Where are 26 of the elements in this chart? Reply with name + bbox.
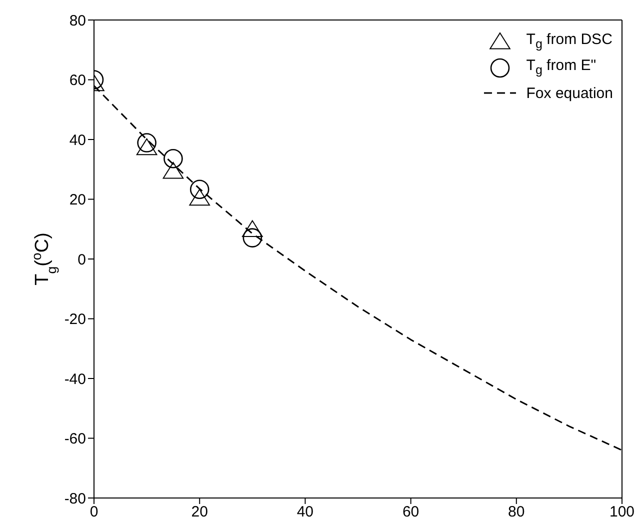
point xyxy=(190,180,210,200)
y-tick-label: -40 xyxy=(64,370,86,388)
y-tick-label: 60 xyxy=(69,72,86,90)
point xyxy=(242,228,262,248)
point xyxy=(164,148,183,168)
y-tick-label: -60 xyxy=(64,430,86,448)
legend-label: T$_{g}$ from E" xyxy=(526,57,596,77)
legend-label: Fox equation xyxy=(526,84,613,102)
point xyxy=(136,138,158,156)
y-tick-label: 20 xyxy=(69,192,86,209)
x-tick-label: 60 xyxy=(402,504,420,521)
x-tick-label: 80 xyxy=(508,504,525,521)
y-tick-label: 0 xyxy=(78,251,86,268)
point xyxy=(137,133,156,152)
x-tick-label: 0 xyxy=(90,504,98,521)
point xyxy=(162,162,184,179)
y-tick-label: -80 xyxy=(64,490,86,508)
point xyxy=(189,188,210,206)
x-tick-label: 40 xyxy=(296,504,314,521)
y-tick-label: 40 xyxy=(69,132,86,149)
y-tick-label: -20 xyxy=(64,311,86,328)
x-tick-label: 100 xyxy=(609,504,635,521)
point xyxy=(242,220,263,237)
legend-label: T$_{g}$ from DSC xyxy=(526,31,612,51)
y-tick-label: 80 xyxy=(69,12,86,30)
x-tick-label: 20 xyxy=(191,504,208,521)
